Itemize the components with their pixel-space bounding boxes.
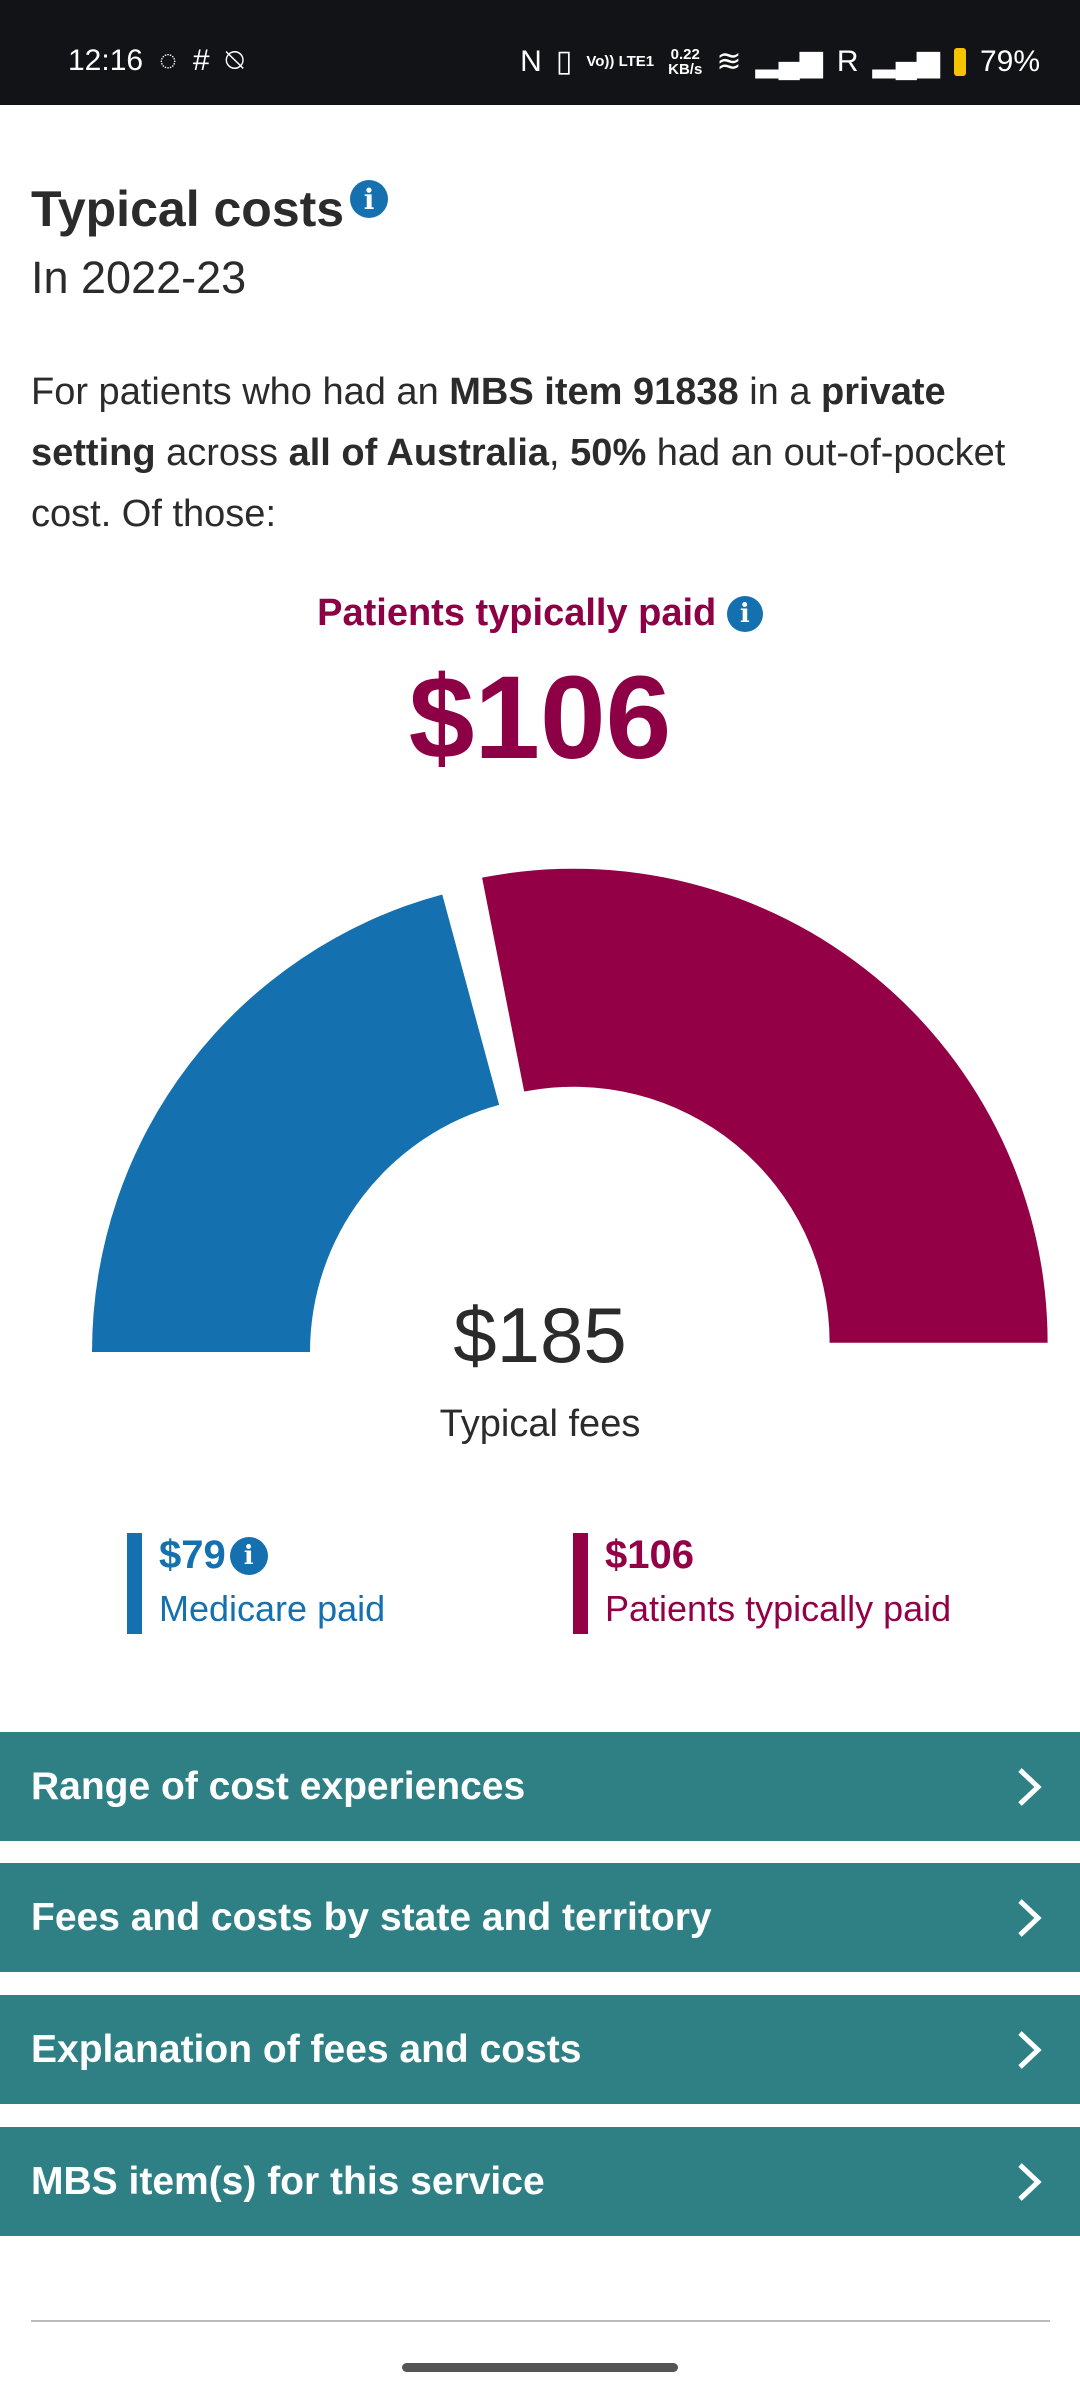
chevron-right-icon bbox=[1018, 2031, 1042, 2069]
data-rate: 0.22 KB/s bbox=[668, 45, 703, 78]
chevron-right-icon bbox=[1018, 2163, 1042, 2201]
volte-indicator: Vo)) LTE1 bbox=[586, 53, 655, 70]
wifi-icon: ≋ bbox=[716, 45, 742, 78]
legend-patient: $106 Patients typically paid bbox=[573, 1533, 951, 1634]
section-label: Explanation of fees and costs bbox=[31, 2027, 582, 2071]
notifications-off-icon: ⍉ bbox=[225, 44, 244, 77]
clock: 12:16 bbox=[68, 44, 144, 77]
section-range-of-cost[interactable]: Range of cost experiences bbox=[0, 1732, 1080, 1841]
battery-icon bbox=[953, 47, 966, 76]
legend-label: Patients typically paid bbox=[605, 1588, 952, 1629]
legend-value: $106 bbox=[605, 1533, 694, 1577]
nfc-icon: N bbox=[520, 44, 542, 78]
chevron-right-icon bbox=[1018, 1768, 1042, 1806]
roaming-indicator: R bbox=[836, 44, 859, 78]
chevron-right-icon bbox=[1018, 1899, 1042, 1937]
section-explanation[interactable]: Explanation of fees and costs bbox=[0, 1995, 1080, 2104]
section-label: Fees and costs by state and territory bbox=[31, 1895, 712, 1939]
slack-icon: # bbox=[192, 44, 210, 77]
cost-gauge-chart bbox=[92, 868, 1048, 1352]
signal-icon: ▂▄▆ bbox=[755, 45, 823, 78]
legend-label: Medicare paid bbox=[159, 1588, 386, 1629]
headline-value: $106 bbox=[408, 652, 672, 784]
section-label: MBS item(s) for this service bbox=[31, 2159, 545, 2203]
headline-label-text: Patients typically paid bbox=[317, 592, 717, 634]
legend-value: $79 bbox=[159, 1533, 226, 1577]
divider bbox=[31, 2320, 1050, 2322]
section-mbs-items[interactable]: MBS item(s) for this service bbox=[0, 2127, 1080, 2236]
gauge-segment-patient bbox=[482, 868, 1048, 1343]
summary-text: For patients who had an MBS item 91838 i… bbox=[31, 371, 1006, 535]
typical-fees-value: $185 bbox=[453, 1291, 627, 1379]
status-bar: 12:16 ◌ # ⍉ N ▯ Vo)) LTE1 0.22 KB/s ≋ ▂▄▆… bbox=[0, 0, 1080, 105]
whatsapp-icon: ◌ bbox=[159, 44, 177, 77]
signal-icon-2: ▂▄▆ bbox=[872, 45, 940, 78]
vibrate-icon: ▯ bbox=[555, 45, 573, 78]
info-icon[interactable]: i bbox=[726, 596, 763, 632]
title-text: Typical costs bbox=[31, 181, 345, 237]
battery-level: 79% bbox=[979, 44, 1040, 78]
period-subtitle: In 2022-23 bbox=[31, 252, 247, 303]
legend-medicare: $79 i Medicare paid bbox=[127, 1533, 385, 1634]
home-indicator[interactable] bbox=[402, 2363, 678, 2372]
info-icon[interactable]: i bbox=[229, 1536, 268, 1575]
page-title: Typical costs i bbox=[31, 180, 389, 238]
section-label: Range of cost experiences bbox=[31, 1764, 526, 1808]
typical-fees-label: Typical fees bbox=[439, 1403, 641, 1445]
info-icon[interactable]: i bbox=[350, 180, 389, 218]
section-fees-by-state[interactable]: Fees and costs by state and territory bbox=[0, 1863, 1080, 1972]
gauge-segment-medicare bbox=[92, 894, 500, 1352]
headline-label: Patients typically paid i bbox=[0, 592, 1080, 635]
